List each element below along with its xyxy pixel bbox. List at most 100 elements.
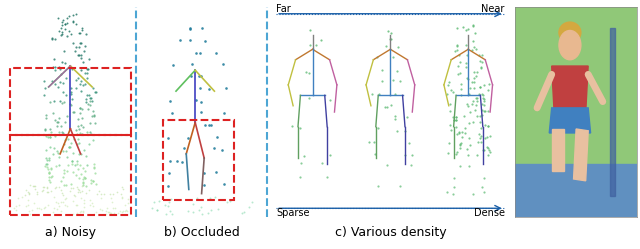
Point (68, 186, 78, 190)
Point (298, 154, 308, 158)
Point (479, 176, 489, 180)
Point (83, 67, 93, 71)
Point (81, 32, 91, 36)
Point (72, 132, 82, 136)
Point (390, 92, 400, 96)
Point (89, 165, 99, 169)
Point (56, 209, 66, 213)
Point (456, 141, 467, 145)
Point (46, 166, 56, 170)
Point (474, 53, 484, 57)
Point (101, 209, 111, 213)
Point (67, 159, 77, 163)
Point (47, 79, 57, 83)
Point (87, 114, 97, 118)
Point (66, 32, 76, 36)
Point (44, 171, 54, 175)
Point (88, 204, 99, 208)
Point (484, 82, 494, 86)
Point (77, 209, 88, 213)
Point (152, 208, 163, 212)
Point (78, 183, 88, 187)
Point (77, 116, 87, 120)
Point (44, 135, 54, 139)
Point (472, 114, 482, 118)
Point (80, 44, 90, 48)
Point (42, 185, 52, 189)
Point (195, 51, 205, 55)
Point (165, 159, 175, 163)
Point (76, 111, 86, 115)
Point (42, 186, 52, 190)
Point (468, 23, 478, 27)
Point (196, 100, 207, 104)
Point (76, 89, 86, 93)
Point (81, 154, 91, 158)
Point (449, 49, 460, 53)
Point (84, 93, 95, 97)
Point (451, 115, 461, 119)
Point (372, 126, 383, 130)
Point (55, 80, 65, 84)
Point (449, 176, 459, 180)
Point (196, 74, 206, 78)
Point (108, 206, 118, 210)
Point (56, 124, 67, 128)
Point (76, 56, 86, 60)
Point (185, 38, 195, 42)
Point (59, 171, 69, 175)
Point (78, 60, 88, 64)
Point (195, 74, 205, 78)
Point (67, 162, 77, 166)
Point (456, 87, 467, 91)
Point (76, 163, 86, 167)
Point (451, 118, 461, 122)
Point (47, 174, 57, 178)
Point (385, 37, 395, 41)
Point (41, 116, 51, 120)
Point (25, 212, 35, 216)
Point (62, 16, 72, 20)
Point (58, 149, 68, 153)
Text: Dense: Dense (474, 208, 505, 218)
Point (462, 102, 472, 106)
Point (78, 181, 88, 185)
Point (476, 126, 486, 130)
Point (85, 103, 95, 107)
Point (86, 179, 96, 183)
Point (369, 140, 379, 144)
Point (76, 41, 86, 45)
Point (386, 37, 396, 41)
Point (166, 197, 177, 201)
Point (38, 185, 48, 189)
Point (58, 18, 68, 22)
Point (453, 72, 463, 76)
Point (386, 103, 396, 107)
Point (90, 121, 100, 124)
Point (476, 85, 486, 89)
Point (454, 130, 464, 134)
Point (304, 71, 314, 75)
Point (90, 90, 100, 94)
Point (76, 209, 86, 213)
Point (474, 85, 484, 89)
Point (39, 185, 49, 189)
Point (57, 130, 67, 134)
Point (67, 159, 77, 163)
Point (82, 163, 92, 167)
Point (76, 79, 86, 83)
Point (53, 201, 63, 205)
Point (56, 26, 67, 30)
Polygon shape (552, 66, 588, 112)
Point (81, 191, 92, 195)
Point (44, 178, 54, 182)
Point (120, 203, 130, 207)
Polygon shape (549, 108, 591, 133)
Point (484, 148, 494, 152)
Point (167, 111, 177, 115)
Point (479, 97, 489, 101)
Point (47, 36, 58, 40)
Point (364, 139, 374, 143)
Point (402, 115, 412, 119)
Point (479, 148, 489, 152)
